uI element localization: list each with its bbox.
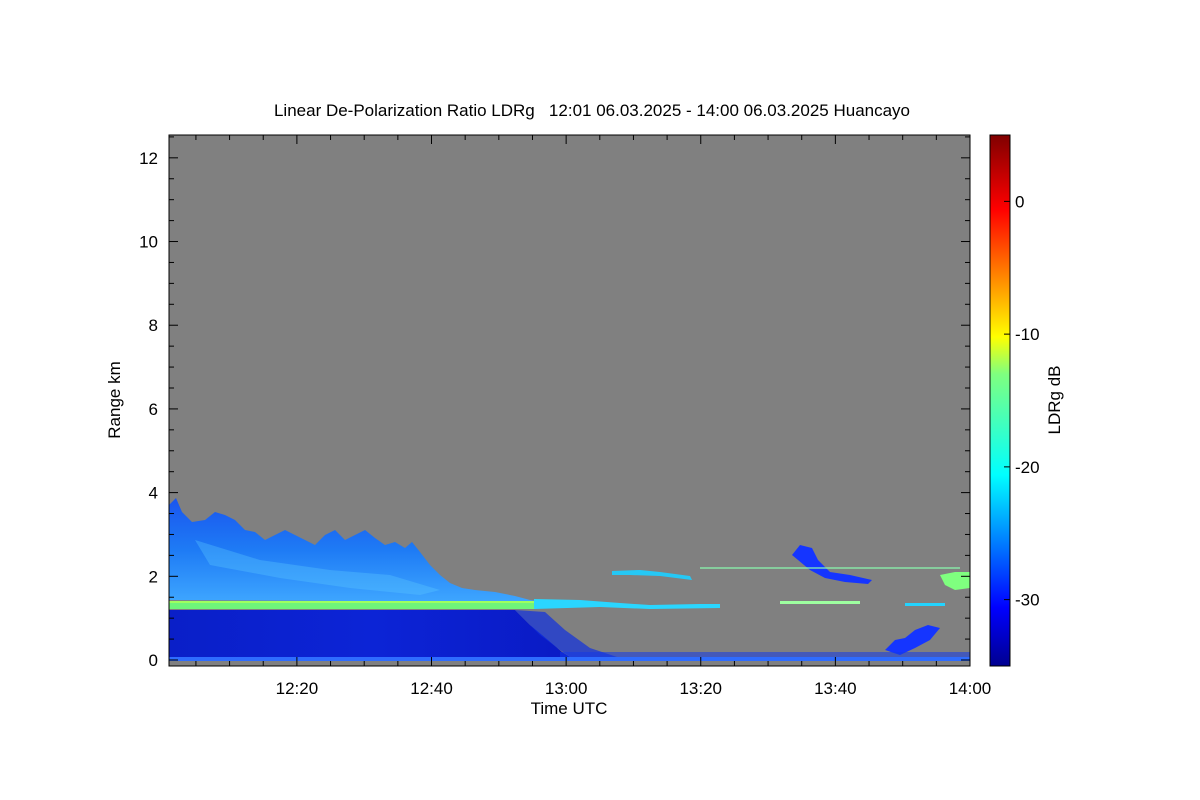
y-tick-label: 4 (149, 484, 158, 503)
y-tick-label: 10 (139, 233, 158, 252)
cloud-texture (195, 540, 440, 595)
cloud-layer-upper (169, 498, 545, 602)
chart-title: Linear De-Polarization Ratio LDRg 12:01 … (274, 101, 910, 120)
melting-layer-band (169, 601, 534, 609)
melting-layer-edge (169, 601, 534, 603)
x-tick-label: 13:00 (545, 679, 588, 698)
colorbar-tick-label: -20 (1015, 458, 1040, 477)
y-tick-label: 6 (149, 400, 158, 419)
high-cloud-fragment (612, 570, 692, 580)
y-tick-label: 0 (149, 651, 158, 670)
x-axis-label: Time UTC (531, 699, 608, 718)
y-tick-label: 2 (149, 567, 158, 586)
colorbar-ticks: 0 -10 -20 -30 (1004, 192, 1040, 610)
x-tick-label: 13:40 (814, 679, 857, 698)
x-tick-label: 12:20 (276, 679, 319, 698)
boundary-layer-fringe (515, 610, 620, 660)
colorbar (989, 134, 1011, 667)
melting-layer-tail (534, 599, 720, 609)
x-ticks: 12:20 12:40 13:00 13:20 13:40 14:00 (195, 135, 992, 698)
x-tick-label: 12:40 (410, 679, 453, 698)
colorbar-tick-label: 0 (1015, 192, 1024, 211)
colorbar-label: LDRg dB (1045, 366, 1064, 435)
surface-line (169, 657, 970, 661)
colorbar-tick-label: -10 (1015, 325, 1040, 344)
cyan-streak-1 (780, 601, 860, 604)
colorbar-tick-label: -30 (1015, 591, 1040, 610)
plot-frame (168, 134, 971, 667)
blue-echo-1340 (792, 545, 872, 584)
y-ticks: 0 2 4 6 8 10 12 (139, 136, 970, 670)
cyan-streak-2 (905, 603, 945, 606)
boundary-layer (169, 610, 575, 660)
y-tick-label: 12 (139, 149, 158, 168)
surface-noise (560, 652, 970, 660)
y-tick-label: 8 (149, 316, 158, 335)
y-axis-label: Range km (105, 361, 124, 438)
blue-echo-1350 (885, 625, 940, 655)
cyan-streak-3 (700, 567, 960, 569)
x-tick-label: 13:20 (679, 679, 722, 698)
plot-area (169, 135, 970, 666)
x-tick-label: 14:00 (949, 679, 992, 698)
